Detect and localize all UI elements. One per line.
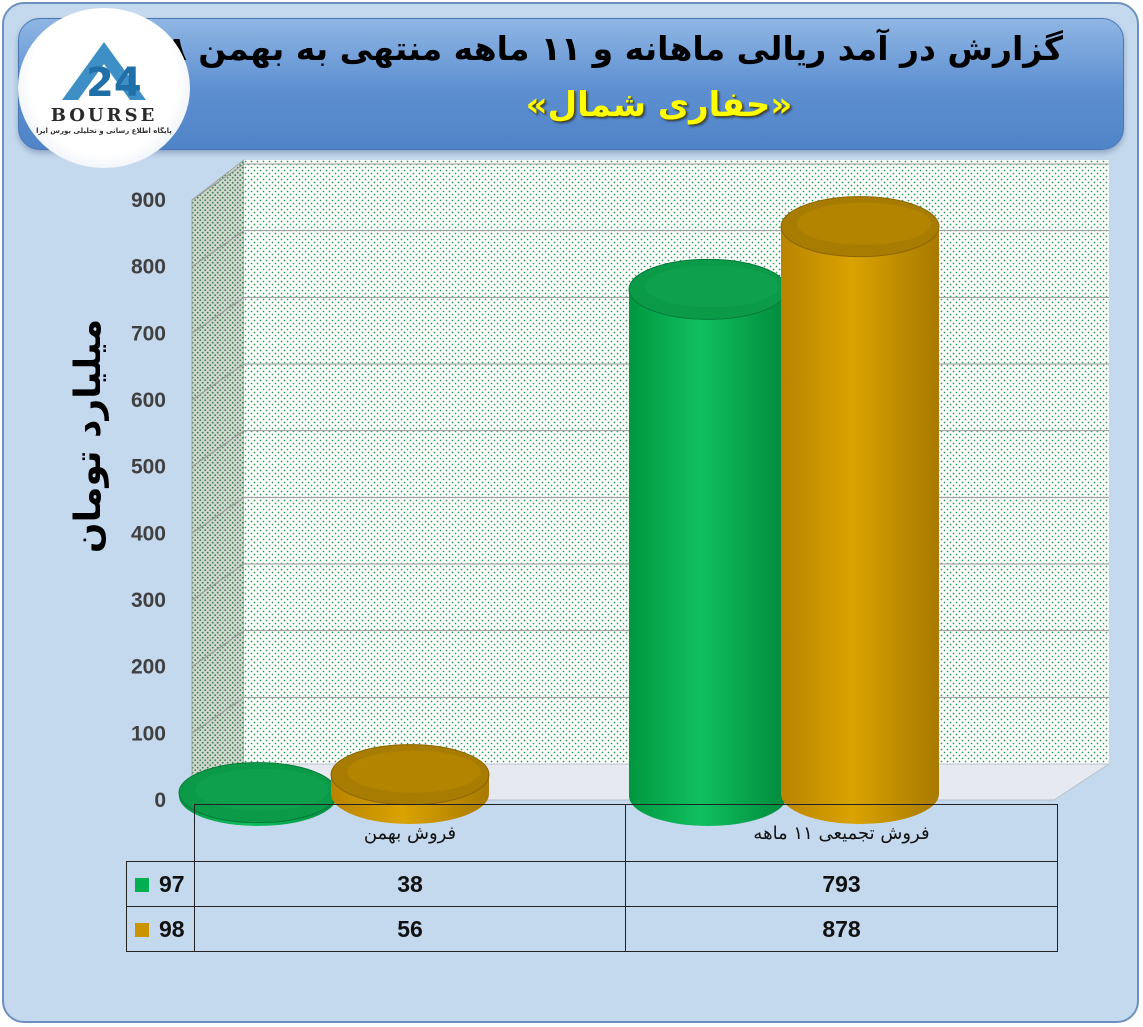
gridline	[191, 630, 245, 668]
gridline	[191, 363, 245, 401]
table-corner	[126, 804, 195, 862]
series-legend-97: 97	[126, 861, 195, 907]
logo-tagline: پایگاه اطلاع رسانی و تحلیلی بورس ایرا	[36, 127, 172, 135]
series-name: 98	[159, 915, 185, 942]
y-tick-label: 300	[131, 589, 166, 612]
table-cell: 56	[194, 906, 626, 952]
series-name: 97	[159, 870, 185, 897]
table-cell: 793	[625, 861, 1058, 907]
bar-body	[781, 226, 939, 824]
bar-98-1	[780, 196, 940, 824]
logo-mark-icon: 24	[62, 42, 146, 106]
title-banner: گزارش در آمد ریالی ماهانه و ۱۱ ماهه منته…	[18, 18, 1124, 150]
data-table: فروش بهمن فروش تجمیعی ۱۱ ماهه 97 38 793 …	[126, 804, 1058, 952]
bourse24-logo: 24 BOURSE پایگاه اطلاع رسانی و تحلیلی بو…	[18, 8, 190, 168]
y-tick-label: 400	[131, 522, 166, 545]
gridline	[191, 230, 245, 268]
y-tick-label: 900	[131, 189, 166, 212]
gridline	[191, 496, 245, 534]
gridline	[191, 296, 245, 334]
gridline	[191, 430, 245, 468]
bar-chart: 0 100 200 300 400 500 600 700 800 900 میلیارد توم…	[68, 158, 1111, 826]
gridline	[191, 696, 245, 734]
table-row: 97 38 793	[126, 861, 1058, 907]
table-cell: 878	[625, 906, 1058, 952]
bar-97-1	[628, 258, 788, 826]
gridline	[191, 163, 245, 201]
bars	[178, 196, 940, 826]
y-tick-label: 800	[131, 256, 166, 279]
table-cell: 38	[194, 861, 626, 907]
gridline	[191, 563, 245, 601]
y-tick-label: 500	[131, 456, 166, 479]
svg-text:24: 24	[86, 60, 142, 106]
y-axis: 0 100 200 300 400 500 600 700 800 900	[131, 189, 166, 812]
y-axis-label: میلیارد تومان	[68, 319, 109, 553]
bar-top-highlight	[195, 768, 329, 811]
bar-top-highlight	[645, 265, 779, 308]
legend-swatch-gold	[135, 923, 149, 938]
bar-top-highlight	[797, 202, 931, 245]
company-name: «حفاری شمال»	[525, 85, 793, 125]
y-tick-label: 200	[131, 656, 166, 679]
legend-swatch-green	[135, 878, 149, 893]
y-tick-label: 600	[131, 389, 166, 412]
y-tick-label: 100	[131, 722, 166, 745]
y-tick-label: 0	[154, 789, 166, 812]
y-tick-label: 700	[131, 322, 166, 345]
logo-wordmark: BOURSE	[50, 105, 158, 126]
table-row: 98 56 878	[126, 906, 1058, 952]
bar-body	[629, 289, 787, 826]
table-header-row: فروش بهمن فروش تجمیعی ۱۱ ماهه	[126, 804, 1058, 862]
category-label: فروش بهمن	[194, 804, 626, 862]
bar-top-highlight	[347, 750, 481, 793]
side-wall	[191, 158, 245, 801]
category-label: فروش تجمیعی ۱۱ ماهه	[625, 804, 1058, 862]
series-legend-98: 98	[126, 906, 195, 952]
